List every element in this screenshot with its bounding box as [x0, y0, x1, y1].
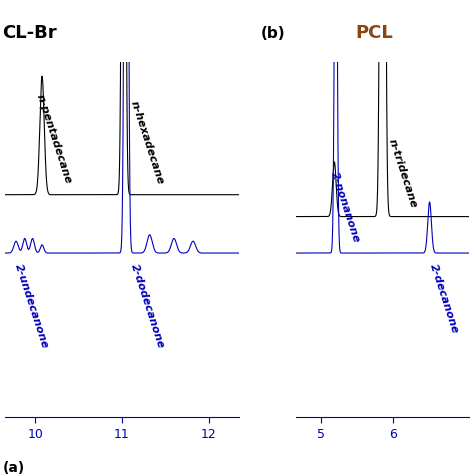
Text: (a): (a): [2, 461, 25, 474]
Text: PCL: PCL: [356, 24, 393, 42]
Text: n-tridecane: n-tridecane: [386, 137, 418, 210]
Text: CL-Br: CL-Br: [2, 24, 57, 42]
Text: 2-nonanone: 2-nonanone: [328, 170, 361, 244]
Text: 2-dodecanone: 2-dodecanone: [129, 262, 166, 349]
Text: n-hexadecane: n-hexadecane: [129, 99, 165, 186]
Text: 2-undecanone: 2-undecanone: [12, 262, 49, 349]
Text: 2-decanone: 2-decanone: [428, 262, 460, 335]
Text: (b): (b): [261, 26, 285, 41]
Text: n-pentadecane: n-pentadecane: [35, 93, 73, 186]
